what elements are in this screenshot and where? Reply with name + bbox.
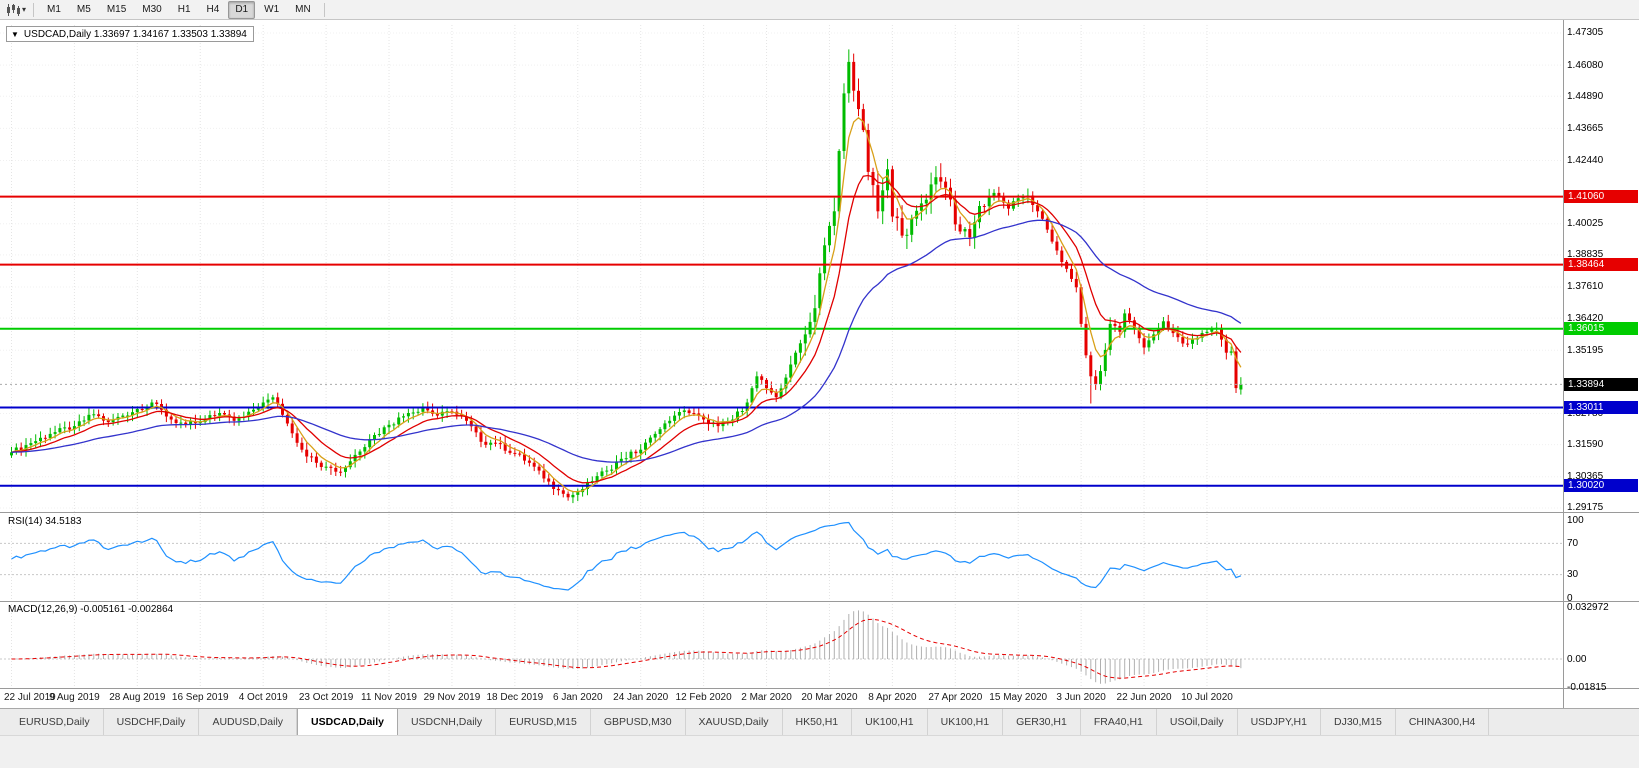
macd-signal-line	[11, 618, 1241, 679]
candlestick-series	[10, 49, 1243, 504]
price-axis-label: 1.29175	[1567, 502, 1604, 514]
price-level-badge: 1.36015	[1564, 322, 1638, 336]
date-axis-label: 3 Jun 2020	[1056, 692, 1106, 703]
chart-title-caret-icon[interactable]: ▼	[11, 29, 19, 39]
timeframe-button-H1[interactable]: H1	[177, 3, 191, 15]
chart-tab-XAUUSD-Daily[interactable]: XAUUSD,Daily	[685, 709, 783, 735]
chart-title: USDCAD,Daily 1.33697 1.34167 1.33503 1.3…	[23, 28, 247, 40]
date-axis-label: 22 Jul 2019	[4, 692, 56, 703]
date-axis-label: 4 Oct 2019	[238, 692, 288, 703]
chart-tab-USDCAD-Daily[interactable]: USDCAD,Daily	[297, 709, 398, 735]
date-axis-label: 9 Aug 2019	[49, 692, 100, 703]
rsi-line	[11, 521, 1242, 591]
macd-axis-label: 0.032972	[1567, 601, 1609, 613]
chart-tab-GER30-H1[interactable]: GER30,H1	[1003, 709, 1081, 735]
date-axis-label: 22 Jun 2020	[1116, 692, 1172, 703]
date-axis-label: 29 Nov 2019	[423, 692, 481, 703]
macd-histogram	[15, 610, 1242, 684]
price-axis-label: 1.31590	[1567, 439, 1604, 451]
date-axis-label: 27 Apr 2020	[928, 692, 983, 703]
date-axis-label: 10 Jul 2020	[1181, 692, 1233, 703]
price-axis-label: 1.47305	[1567, 27, 1604, 39]
chart-tab-FRA40-H1[interactable]: FRA40,H1	[1080, 709, 1157, 735]
chart-gridlines	[0, 25, 1563, 688]
timeframe-button-MN[interactable]: MN	[295, 3, 311, 15]
timeframe-buttons-group: M1 M5 M15 M30 H1 H4 D1 W1 MN	[39, 0, 319, 19]
timeframe-button-W1[interactable]: W1	[264, 3, 280, 15]
timeframe-toolbar: ▾ M1 M5 M15 M30 H1 H4 D1 W1 MN	[0, 0, 1639, 20]
price-axis-label: 1.43665	[1567, 122, 1604, 134]
price-axis-label: 1.46080	[1567, 59, 1604, 71]
chart-tab-HK50-H1[interactable]: HK50,H1	[782, 709, 853, 735]
ma-line-ema-mid	[11, 174, 1242, 484]
ma-line-ema-slow	[11, 219, 1242, 463]
chart-title-box: ▼ USDCAD,Daily 1.33697 1.34167 1.33503 1…	[6, 26, 254, 42]
chart-tab-UK100-H1[interactable]: UK100,H1	[927, 709, 1004, 735]
date-axis-label: 18 Dec 2019	[486, 692, 544, 703]
price-level-badge: 1.41060	[1564, 190, 1638, 204]
horizontal-level-lines	[0, 195, 1563, 487]
price-axis-label: 1.37610	[1567, 281, 1604, 293]
date-axis-label: 28 Aug 2019	[109, 692, 166, 703]
rsi-axis-label: 70	[1567, 537, 1579, 549]
price-level-badge: 1.38464	[1564, 258, 1638, 272]
chart-tab-UK100-H1[interactable]: UK100,H1	[852, 709, 928, 735]
price-axis-label: 1.30365	[1567, 471, 1604, 483]
rsi-axis-label: 30	[1567, 569, 1579, 581]
price-axis-label: 1.38835	[1567, 249, 1604, 261]
date-axis-label: 11 Nov 2019	[361, 692, 417, 703]
candlestick-glyph	[7, 3, 20, 16]
timeframe-button-D1[interactable]: D1	[228, 0, 256, 19]
chart-type-dropdown-caret-icon[interactable]: ▾	[22, 5, 27, 14]
status-strip	[0, 735, 1639, 768]
date-axis-label: 20 Mar 2020	[801, 692, 858, 703]
chart-tabs-bar: EURUSD,Daily USDCHF,Daily AUDUSD,Daily USDC…	[0, 708, 1639, 735]
price-level-badge: 1.33011	[1564, 400, 1638, 414]
toolbar-separator	[323, 2, 325, 17]
timeframe-button-M1[interactable]: M1	[47, 3, 61, 15]
price-axis-label: 1.35195	[1567, 344, 1604, 356]
price-axis-label: 1.44890	[1567, 90, 1604, 102]
chart-tab-EURUSD-Daily[interactable]: EURUSD,Daily	[6, 709, 104, 735]
date-axis-label: 12 Feb 2020	[675, 692, 732, 703]
chart-tab-DJ30-M15[interactable]: DJ30,M15	[1320, 709, 1396, 735]
ma-line-ema-fast	[11, 116, 1242, 493]
chart-tab-EURUSD-M15[interactable]: EURUSD,M15	[496, 709, 591, 735]
macd-axis-label: 0.00	[1567, 653, 1587, 665]
chart-tab-USOil-Daily[interactable]: USOil,Daily	[1156, 709, 1238, 735]
toolbar-separator	[33, 2, 35, 17]
date-axis-label: 2 Mar 2020	[741, 692, 792, 703]
timeframe-button-M30[interactable]: M30	[142, 3, 162, 15]
timeframe-button-M15[interactable]: M15	[106, 3, 127, 15]
price-axis-label: 1.40025	[1567, 218, 1604, 230]
chart-tab-GBPUSD-M30[interactable]: GBPUSD,M30	[590, 709, 686, 735]
price-level-badge: 1.30020	[1564, 479, 1638, 493]
timeframe-button-M5[interactable]: M5	[76, 3, 91, 15]
timeframe-button-H4[interactable]: H4	[206, 3, 220, 15]
rsi-axis-label: 0	[1567, 592, 1573, 604]
date-axis-label: 23 Oct 2019	[298, 692, 354, 703]
macd-indicator-label: MACD(12,26,9) -0.005161 -0.002864	[8, 604, 174, 615]
date-axis-label: 24 Jan 2020	[613, 692, 669, 703]
chart-tab-USDCHF-Daily[interactable]: USDCHF,Daily	[103, 709, 200, 735]
rsi-indicator-label: RSI(14) 34.5183	[8, 516, 82, 527]
date-axis-label: 16 Sep 2019	[171, 692, 229, 703]
rsi-axis-label: 100	[1567, 514, 1584, 526]
macd-axis-label: -0.01815	[1567, 682, 1607, 694]
chart-tab-AUDUSD-Daily[interactable]: AUDUSD,Daily	[199, 709, 298, 735]
chart-type-icon[interactable]	[4, 2, 22, 18]
date-axis-label: 15 May 2020	[989, 692, 1048, 703]
date-axis-label: 6 Jan 2020	[553, 692, 603, 703]
date-axis-label: 8 Apr 2020	[868, 692, 917, 703]
current-price-badge: 1.33894	[1564, 377, 1638, 391]
price-axis-label: 1.42440	[1567, 154, 1604, 166]
chart-tab-USDCNH-Daily[interactable]: USDCNH,Daily	[397, 709, 497, 735]
chart-tab-USDJPY-H1[interactable]: USDJPY,H1	[1237, 709, 1321, 735]
pane-separators	[0, 20, 1639, 708]
rsi-pane	[0, 542, 1563, 576]
chart-tab-CHINA300-H4[interactable]: CHINA300,H4	[1395, 709, 1490, 735]
price-axis-label: 1.36420	[1567, 312, 1604, 324]
